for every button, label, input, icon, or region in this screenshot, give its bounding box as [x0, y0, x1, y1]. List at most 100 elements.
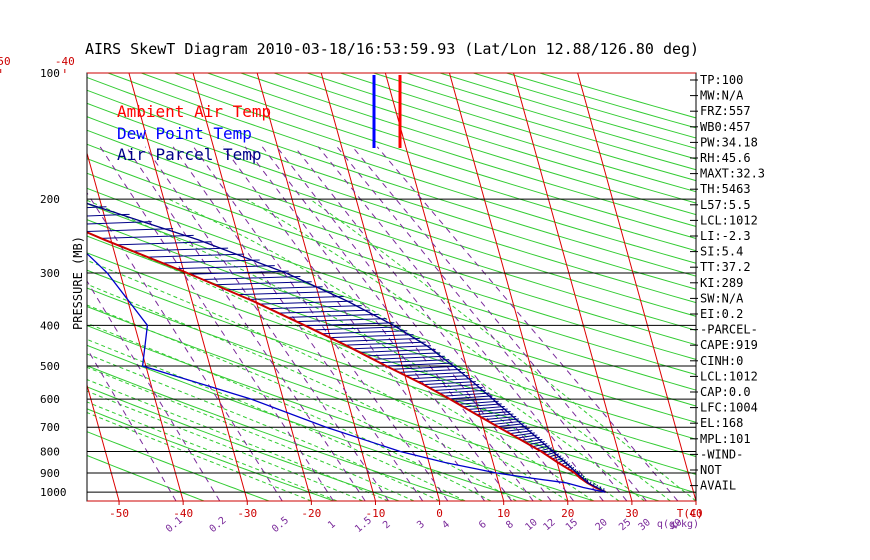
index-value: EL:168 [700, 416, 743, 430]
cape-hatch [190, 270, 289, 275]
mixing-ratio-label: 2 [381, 519, 393, 531]
mixing-ratio-line [125, 146, 366, 501]
dry-adiabat [174, 73, 696, 239]
index-value: CAPE:919 [700, 338, 758, 352]
mixing-ratio-label: 1 [326, 519, 338, 531]
moist-adiabat [87, 401, 338, 501]
dry-adiabat [87, 344, 530, 501]
pressure-tick-label: 200 [40, 193, 60, 206]
dry-adiabat [373, 73, 696, 171]
index-value: FRZ:557 [700, 104, 751, 118]
mixing-ratio-line [376, 146, 679, 501]
cape-hatch [485, 415, 517, 420]
dry-adiabat [107, 73, 696, 264]
ambient-air-temp-line [87, 231, 607, 494]
dry-adiabat [87, 408, 335, 501]
cape-hatch [329, 334, 414, 339]
mixing-ratio-label: 0.5 [270, 515, 291, 535]
bottom-temp-tick-label: -40 [173, 507, 193, 520]
moist-adiabat [87, 232, 594, 501]
index-value: WB0:457 [700, 120, 751, 134]
mixing-ratio-label: 20 [594, 517, 610, 533]
cape-hatch [305, 322, 395, 327]
pressure-tick-label: 600 [40, 393, 60, 406]
top-temp-tick-label: -50 [0, 55, 11, 68]
index-value: LCL:1012 [700, 213, 758, 227]
isotherm [128, 73, 248, 501]
mixing-ratio-line [317, 146, 604, 501]
isotherm [320, 73, 441, 501]
air-parcel-temp-line [87, 202, 606, 493]
legend-air-parcel-temp: Air Parcel Temp [117, 145, 262, 164]
cape-hatch [493, 420, 522, 425]
mixing-ratio-line [193, 146, 449, 501]
isotherm [513, 73, 633, 501]
bottom-temp-tick-label: 30 [625, 507, 638, 520]
index-value: PW:34.18 [700, 135, 758, 149]
dry-adiabat [87, 324, 595, 501]
mixing-ratio-line [87, 347, 177, 501]
mixing-ratio-line [172, 146, 424, 501]
cape-hatch [467, 405, 505, 410]
cape-hatch [366, 352, 441, 357]
cape-hatch [386, 362, 454, 367]
dry-adiabat [141, 73, 696, 252]
mixing-ratio-line [276, 146, 552, 501]
cape-hatch [259, 300, 354, 305]
cape-hatch [269, 305, 362, 310]
legend-ambient-air-temp: Ambient Air Temp [117, 102, 271, 121]
index-value: TP:100 [700, 73, 743, 87]
index-value: CAP:0.0 [700, 385, 751, 399]
cape-hatch [0, 182, 19, 185]
dew-point-temp-line [87, 252, 606, 493]
cape-hatch [399, 368, 462, 373]
temp-unit-label: T(C) [677, 507, 704, 520]
mixing-ratio-line [87, 191, 283, 501]
legend: Ambient Air Temp Dew Point Temp Air Parc… [117, 102, 271, 164]
cape-hatch [423, 381, 476, 386]
cape-hatch [278, 309, 371, 314]
moist-adiabat [168, 198, 646, 501]
cape-hatch [549, 453, 560, 458]
cape-hatch [101, 234, 194, 239]
mixing-ratio-unit-label: q(g/kg) [657, 519, 699, 530]
dry-adiabat [87, 89, 696, 290]
index-value: TH:5463 [700, 182, 751, 196]
dry-adiabat [473, 73, 696, 139]
bottom-temp-tick-label: 40 [689, 507, 702, 520]
cape-hatch [238, 291, 334, 296]
cape-hatch [87, 228, 174, 233]
dry-adiabat [87, 386, 400, 501]
pressure-tick-label: 700 [40, 421, 60, 434]
index-value: -PARCEL- [700, 323, 758, 337]
cape-hatch [345, 341, 426, 346]
y-axis-label: PRESSURE (MB) [71, 236, 85, 330]
mixing-ratio-label: 12 [541, 517, 557, 533]
isotherm [87, 383, 120, 501]
isotherm [384, 73, 505, 501]
cape-hatch [444, 392, 490, 397]
cape-hatch [87, 213, 130, 217]
index-value: MW:N/A [700, 89, 744, 103]
cape-hatch [287, 313, 379, 318]
dry-adiabat [307, 73, 696, 193]
index-value: SW:N/A [700, 291, 744, 305]
dry-adiabat [340, 73, 696, 182]
cape-hatch [411, 375, 469, 380]
cape-hatch [552, 455, 562, 460]
index-value: MAXT:32.3 [700, 167, 765, 181]
cape-hatch [543, 449, 555, 454]
moist-adiabat [87, 259, 569, 501]
cape-hatch [226, 286, 323, 291]
cape-hatch [489, 418, 520, 423]
pressure-tick-label: 500 [40, 360, 60, 373]
axes: 1002003004005006007008009001000-120-110-… [0, 55, 703, 535]
cape-hatch [434, 386, 483, 391]
cape-hatch [392, 365, 458, 370]
cape-hatch [214, 281, 312, 286]
moist-adiabat [87, 283, 543, 501]
cape-hatch [321, 330, 408, 335]
bottom-temp-tick-label: 0 [436, 507, 443, 520]
index-value: LCL:1012 [700, 369, 758, 383]
